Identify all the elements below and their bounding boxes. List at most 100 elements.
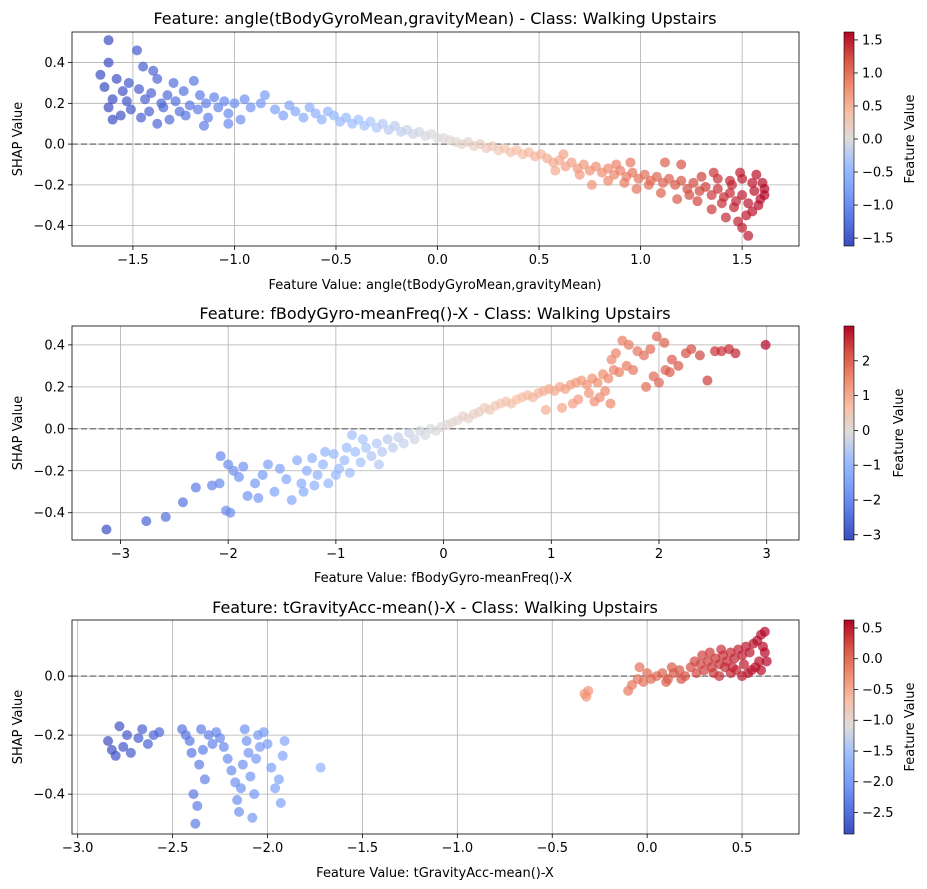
chart-1-xlabel: Feature Value: angle(tBodyGyroMean,gravi…	[268, 278, 601, 293]
data-point	[704, 647, 715, 658]
data-point	[197, 744, 208, 755]
y-tick-label: −0.4	[33, 219, 65, 234]
data-point	[691, 668, 702, 679]
data-point	[222, 753, 233, 764]
colorbar-tick-label: −1.0	[862, 714, 894, 729]
data-point	[190, 818, 201, 829]
data-point	[583, 685, 594, 696]
y-tick-label: 0.0	[44, 422, 65, 437]
data-point	[186, 747, 197, 758]
data-point	[137, 724, 148, 735]
x-tick-label: 1	[547, 547, 555, 562]
x-tick-label: 1.5	[732, 253, 753, 268]
data-point	[250, 478, 261, 489]
data-point	[749, 185, 760, 196]
data-point	[192, 800, 203, 811]
data-point	[651, 331, 662, 342]
chart-3-ylabel: SHAP Value	[11, 690, 26, 765]
data-point	[278, 110, 289, 121]
data-point	[759, 647, 770, 658]
data-point	[284, 100, 295, 111]
data-point	[184, 100, 195, 111]
colorbar-tick-label: −1.5	[862, 232, 894, 247]
data-point	[328, 110, 339, 121]
data-point	[152, 73, 163, 84]
data-point	[409, 434, 420, 445]
colorbar-tick-label: 1	[862, 389, 870, 404]
data-point	[377, 118, 388, 129]
data-point	[125, 747, 136, 758]
data-point	[724, 188, 735, 199]
data-point	[258, 727, 269, 738]
data-point	[254, 741, 265, 752]
data-point	[611, 159, 622, 170]
data-point	[373, 459, 384, 470]
data-point	[290, 106, 301, 117]
data-point	[273, 774, 284, 785]
colorbar-tick-label: 0.5	[862, 621, 883, 636]
colorbar-tick-label: 1.0	[862, 66, 883, 81]
data-point	[279, 736, 290, 747]
data-point	[578, 159, 589, 170]
data-point	[184, 736, 195, 747]
data-point	[344, 467, 355, 478]
data-point	[103, 35, 114, 46]
chart-1-yticks: −0.4 −0.2 0.0 0.2 0.4	[33, 56, 72, 234]
data-point	[328, 448, 339, 459]
data-point	[716, 644, 727, 655]
data-point	[341, 442, 352, 453]
data-point	[117, 86, 128, 97]
data-point	[158, 102, 169, 113]
data-point	[357, 434, 368, 445]
data-point	[727, 662, 738, 673]
data-point	[689, 656, 700, 667]
data-point	[144, 106, 155, 117]
data-point	[653, 377, 664, 388]
data-point	[747, 177, 758, 188]
data-point	[192, 104, 203, 115]
data-point	[708, 167, 719, 178]
data-point	[589, 396, 600, 407]
chart-1-plot-area	[71, 31, 800, 247]
data-point	[708, 668, 719, 679]
y-tick-label: −0.2	[33, 464, 65, 479]
colorbar-tick-label: 0.0	[862, 133, 883, 148]
x-tick-label: −1.0	[219, 253, 251, 268]
data-point	[141, 516, 152, 527]
data-point	[107, 114, 118, 125]
data-point	[152, 118, 163, 129]
data-point	[148, 65, 159, 76]
data-point	[700, 181, 711, 192]
data-point	[643, 179, 654, 190]
data-point	[107, 94, 118, 105]
x-tick-label: −0.5	[320, 253, 352, 268]
data-point	[702, 375, 713, 386]
data-point	[330, 469, 341, 480]
data-point	[716, 198, 727, 209]
data-point	[692, 196, 703, 207]
data-point	[226, 765, 237, 776]
data-point	[198, 120, 209, 131]
chart-panel-3: Feature: tGravityAcc-mean()-X - Class: W…	[11, 598, 918, 881]
data-point	[377, 446, 388, 457]
data-point	[121, 96, 132, 107]
data-point	[207, 738, 218, 749]
data-point	[366, 451, 377, 462]
data-point	[304, 102, 315, 113]
data-point	[238, 461, 249, 472]
data-point	[307, 453, 318, 464]
data-point	[312, 469, 323, 480]
x-tick-label: −1	[326, 547, 345, 562]
chart-2-ylabel: SHAP Value	[11, 396, 26, 471]
data-point	[309, 480, 320, 491]
data-point	[310, 108, 321, 119]
chart-3-colorbar	[843, 619, 855, 835]
data-point	[696, 171, 707, 182]
data-point	[540, 404, 551, 415]
chart-1-colorbar	[843, 31, 855, 247]
x-tick-label: −2.0	[252, 841, 284, 856]
data-point	[233, 472, 244, 483]
data-point	[209, 92, 220, 103]
data-point	[323, 478, 334, 489]
